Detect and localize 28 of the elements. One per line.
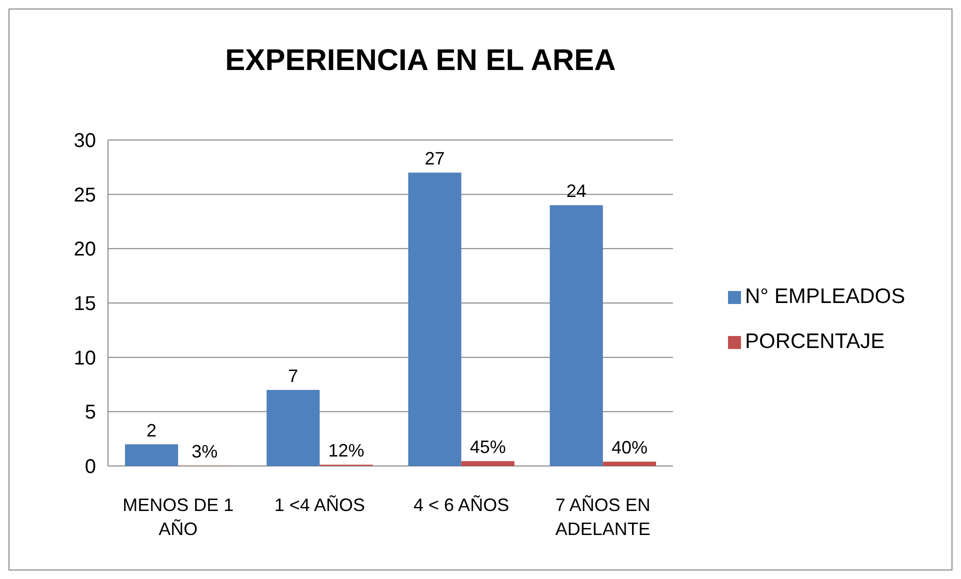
y-tick-label: 30	[74, 130, 96, 152]
y-tick-label: 0	[84, 456, 96, 478]
x-tick-label: 7 AÑOS EN ADELANTE	[555, 495, 650, 539]
x-tick-label: MENOS DE 1 AÑO	[122, 495, 234, 539]
data-label: 3%	[192, 442, 218, 462]
legend-label: PORCENTAJE	[745, 330, 885, 353]
chart-title: EXPERIENCIA EN EL AREA	[225, 44, 616, 77]
bar	[550, 205, 603, 466]
y-tick-label: 20	[74, 238, 96, 261]
bar	[266, 390, 320, 466]
data-label: 12%	[328, 440, 364, 461]
data-label: 45%	[470, 437, 506, 458]
legend-label: N° EMPLEADOS	[745, 285, 906, 308]
bar	[408, 172, 462, 466]
y-tick-label: 10	[74, 347, 96, 370]
x-tick-label: 1 <4 AÑOS	[274, 495, 365, 515]
data-label: 2	[146, 420, 157, 440]
bar	[602, 462, 656, 466]
data-label: 40%	[611, 438, 648, 458]
data-label: 7	[288, 366, 298, 386]
x-tick-label: 4 < 6 AÑOS	[414, 495, 510, 515]
y-tick-label: 25	[74, 184, 96, 206]
bar	[461, 461, 514, 466]
data-label: 27	[424, 148, 445, 169]
y-tick-label: 5	[84, 402, 96, 424]
data-label: 24	[566, 181, 586, 202]
bar	[124, 444, 178, 466]
y-tick-label: 15	[74, 293, 96, 315]
